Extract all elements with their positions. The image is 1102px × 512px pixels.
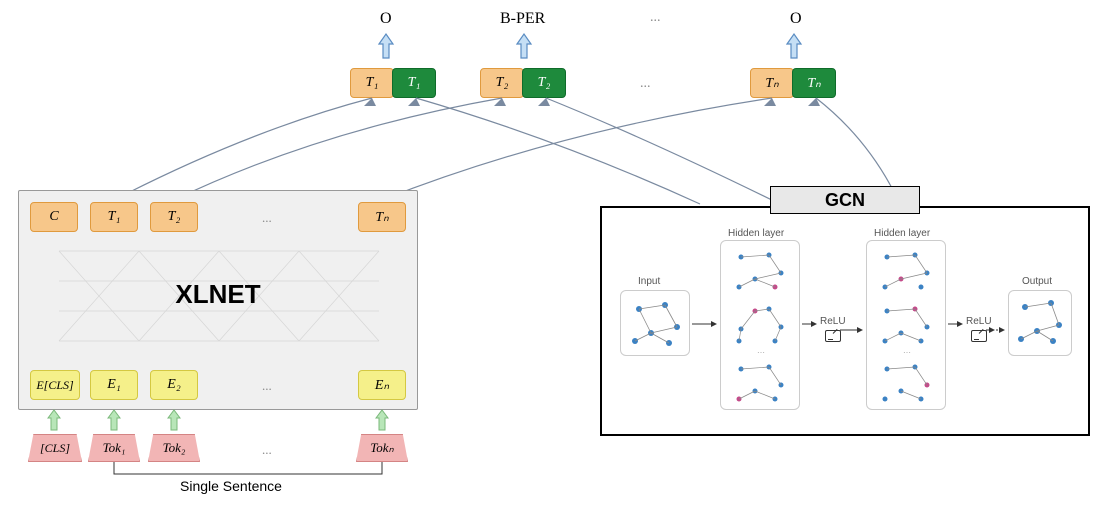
token-0: [CLS] [28, 434, 82, 462]
top-pair-1: T₂ T₂ [480, 68, 566, 98]
xlnet-top-0: C [30, 202, 78, 232]
output-label-2: ... [650, 10, 661, 26]
token-4: Tokₙ [356, 434, 408, 462]
xlnet-bot-2: E₂ [150, 370, 198, 400]
top-orange-1: T₂ [480, 68, 524, 98]
xlnet-top-ellipsis: ... [262, 210, 272, 226]
xlnet-top-2: T₂ [150, 202, 198, 232]
xlnet-bot-0-text: E[CLS] [36, 378, 73, 393]
output-label-1: B-PER [500, 10, 545, 28]
top-orange-3: Tₙ [750, 68, 794, 98]
top-green-1: T₂ [522, 68, 566, 98]
xlnet-top-4: Tₙ [358, 202, 406, 232]
token-ellipsis: ... [262, 442, 272, 458]
token-2: Tok₂ [148, 434, 200, 462]
gcn-flow-arrows [610, 220, 1080, 426]
output-label-0: O [380, 10, 392, 28]
token-1: Tok₁ [88, 434, 140, 462]
top-pair-0: T₁ T₁ [350, 68, 436, 98]
xlnet-top-1: T₁ [90, 202, 138, 232]
gcn-title: GCN [825, 190, 865, 211]
gcn-internal: Input ⋯ Hidden layer ReLU ⋯ Hidden layer… [610, 220, 1080, 426]
top-green-0: T₁ [392, 68, 436, 98]
output-label-3: O [790, 10, 802, 28]
top-pair-3: Tₙ Tₙ [750, 68, 836, 98]
xlnet-title: XLNET [19, 279, 417, 310]
top-green-3: Tₙ [792, 68, 836, 98]
xlnet-bot-ellipsis: ... [262, 378, 272, 394]
top-orange-0: T₁ [350, 68, 394, 98]
sentence-label: Single Sentence [180, 478, 282, 494]
xlnet-bot-0: E[CLS] [30, 370, 80, 400]
top-ellipsis: ... [640, 76, 651, 92]
xlnet-bot-4: Eₙ [358, 370, 406, 400]
gcn-title-box: GCN [770, 186, 920, 214]
xlnet-bot-1: E₁ [90, 370, 138, 400]
